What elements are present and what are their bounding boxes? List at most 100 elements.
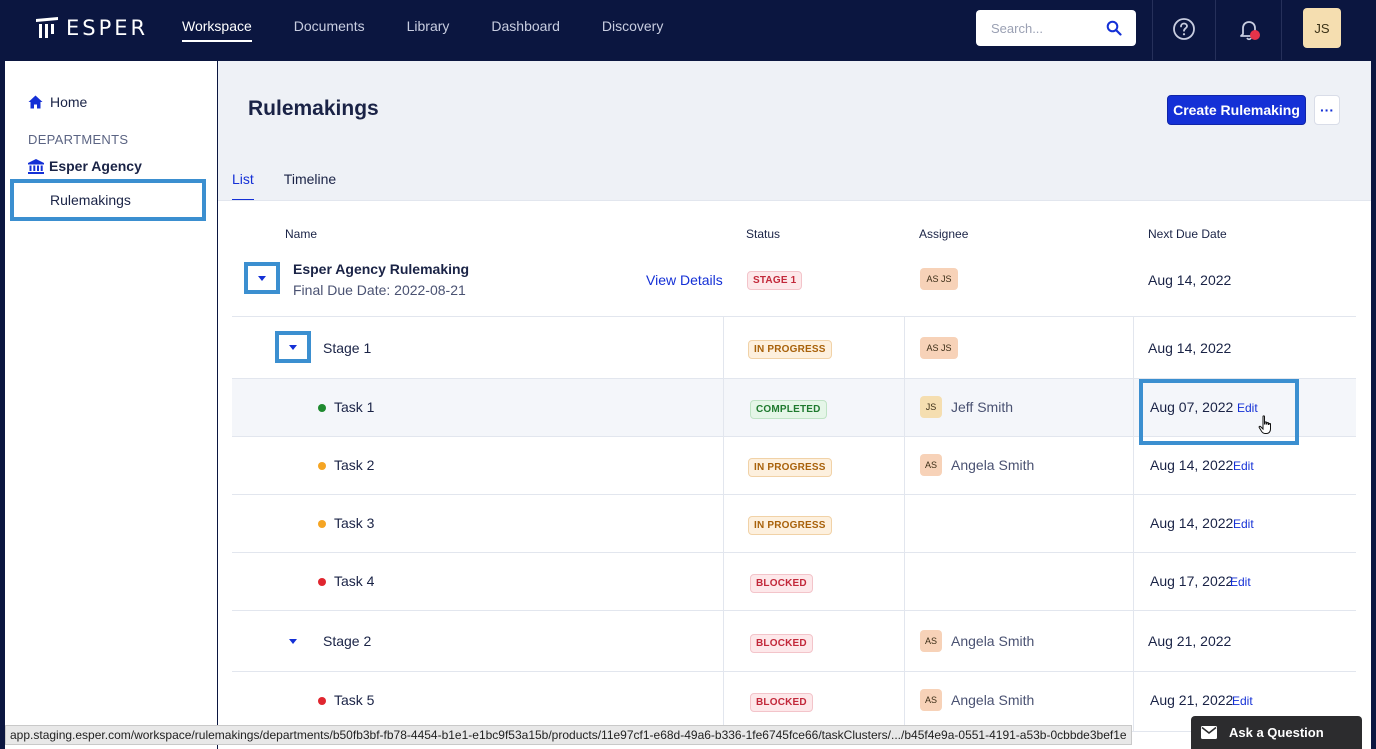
- table-row-task: Task 5 BLOCKED AS Angela Smith Aug 21, 2…: [232, 672, 1356, 732]
- task-name[interactable]: Task 5: [334, 692, 375, 708]
- page-title: Rulemakings: [248, 97, 379, 120]
- column-divider: [723, 437, 724, 494]
- tab-timeline[interactable]: Timeline: [283, 171, 337, 187]
- table-row-task: Task 4 BLOCKED Aug 17, 2022 Edit: [232, 553, 1356, 611]
- rulemaking-name[interactable]: Esper Agency Rulemaking: [293, 261, 470, 277]
- assignee-avatars[interactable]: AS JS: [920, 337, 958, 359]
- status-dot: [318, 697, 326, 705]
- assignee-avatar[interactable]: AS: [920, 454, 942, 476]
- status-badge: COMPLETED: [750, 400, 827, 419]
- chevron-down-icon: [289, 344, 297, 350]
- chevron-down-icon[interactable]: [289, 639, 297, 644]
- nav-library[interactable]: Library: [406, 18, 450, 34]
- scrollbar[interactable]: [1371, 61, 1376, 749]
- ask-question-label: Ask a Question: [1229, 725, 1324, 740]
- edit-due-date-link[interactable]: Edit: [1232, 694, 1253, 708]
- column-divider: [723, 317, 724, 378]
- column-divider: [904, 611, 905, 671]
- final-due-date: Final Due Date: 2022-08-21: [293, 282, 466, 298]
- edit-due-date-link[interactable]: Edit: [1230, 575, 1251, 589]
- nav-divider: [1215, 0, 1216, 60]
- column-divider: [904, 672, 905, 731]
- status-dot: [318, 462, 326, 470]
- task-name[interactable]: Task 4: [334, 573, 375, 589]
- highlight-box: [1139, 379, 1299, 445]
- task-name[interactable]: Task 2: [334, 457, 375, 473]
- stage-name[interactable]: Stage 1: [323, 340, 372, 356]
- assignee-name: Jeff Smith: [951, 399, 1013, 415]
- sidebar-item-home[interactable]: Home: [28, 94, 87, 110]
- next-due-date: Aug 21, 2022: [1150, 692, 1234, 708]
- search-input[interactable]: [991, 20, 1101, 36]
- view-details-link[interactable]: View Details: [646, 272, 723, 288]
- edit-due-date-link[interactable]: Edit: [1233, 517, 1254, 531]
- bank-icon: [28, 158, 44, 174]
- column-divider: [1133, 495, 1134, 552]
- status-badge: BLOCKED: [750, 693, 813, 712]
- rulemakings-table: Name Status Assignee Next Due Date Esper…: [218, 200, 1371, 749]
- tab-list[interactable]: List: [232, 171, 254, 201]
- table-row-stage: Stage 2 BLOCKED AS Angela Smith Aug 21, …: [232, 611, 1356, 672]
- column-divider: [904, 553, 905, 610]
- esper-logo-icon: [36, 17, 58, 38]
- top-navbar: ESPER Workspace Documents Library Dashbo…: [0, 0, 1376, 60]
- assignee-name: Angela Smith: [951, 692, 1035, 708]
- next-due-date: Aug 14, 2022: [1148, 340, 1232, 356]
- notification-dot: [1250, 30, 1260, 40]
- bell-icon[interactable]: [1237, 17, 1261, 41]
- envelope-icon: [1201, 726, 1217, 739]
- sidebar-item-label: Rulemakings: [50, 192, 131, 208]
- stage-name[interactable]: Stage 2: [323, 633, 372, 649]
- table-row-stage: Stage 1 IN PROGRESS AS JS Aug 14, 2022: [232, 317, 1356, 379]
- status-badge: IN PROGRESS: [748, 516, 832, 535]
- edit-due-date-link[interactable]: Edit: [1233, 459, 1254, 473]
- user-avatar[interactable]: JS: [1303, 8, 1341, 48]
- nav-divider: [1152, 0, 1153, 60]
- esper-logo[interactable]: ESPER: [34, 15, 148, 41]
- column-divider: [723, 495, 724, 552]
- nav-workspace[interactable]: Workspace: [182, 18, 252, 42]
- expand-toggle[interactable]: [244, 262, 280, 294]
- search-box[interactable]: [976, 10, 1136, 46]
- assignee-avatar[interactable]: AS: [920, 630, 942, 652]
- search-icon[interactable]: [1106, 20, 1122, 36]
- hand-cursor-icon: [1258, 415, 1271, 434]
- edit-due-date-link[interactable]: Edit: [1237, 401, 1258, 415]
- column-divider: [1133, 611, 1134, 671]
- task-name[interactable]: Task 1: [334, 399, 375, 415]
- status-dot: [318, 520, 326, 528]
- assignee-avatar[interactable]: AS: [920, 689, 942, 711]
- sidebar-item-rulemakings[interactable]: Rulemakings: [10, 179, 206, 221]
- sidebar-item-label: Esper Agency: [49, 158, 142, 174]
- home-icon: [28, 95, 43, 109]
- column-divider: [904, 495, 905, 552]
- sidebar: Home DEPARTMENTS Esper Agency Rulemaking…: [5, 61, 217, 749]
- column-divider: [1133, 672, 1134, 731]
- create-rulemaking-button[interactable]: Create Rulemaking: [1167, 95, 1306, 125]
- more-options-button[interactable]: ···: [1314, 95, 1340, 125]
- chevron-down-icon: [258, 275, 266, 281]
- column-divider: [1133, 437, 1134, 494]
- column-header-name[interactable]: Name: [285, 227, 318, 241]
- assignee-avatar[interactable]: JS: [920, 396, 942, 418]
- column-header-due-date[interactable]: Next Due Date: [1148, 227, 1227, 241]
- expand-toggle[interactable]: [275, 331, 311, 363]
- nav-discovery[interactable]: Discovery: [601, 18, 664, 34]
- column-divider: [1133, 317, 1134, 378]
- nav-dashboard[interactable]: Dashboard: [491, 18, 560, 34]
- ask-question-button[interactable]: Ask a Question: [1191, 716, 1362, 749]
- next-due-date: Aug 14, 2022: [1148, 272, 1232, 288]
- sidebar-section-heading: DEPARTMENTS: [28, 132, 129, 147]
- column-divider: [904, 437, 905, 494]
- help-icon[interactable]: [1172, 17, 1196, 41]
- column-header-assignee[interactable]: Assignee: [919, 227, 969, 241]
- main-content: Rulemakings Create Rulemaking ··· List T…: [218, 61, 1371, 749]
- column-header-status[interactable]: Status: [746, 227, 781, 241]
- table-row-task: Task 1 COMPLETED JS Jeff Smith Aug 07, 2…: [232, 379, 1356, 445]
- nav-documents[interactable]: Documents: [293, 18, 365, 34]
- assignee-avatars[interactable]: AS JS: [920, 268, 958, 290]
- sidebar-item-agency[interactable]: Esper Agency: [28, 158, 142, 174]
- main-nav: Workspace Documents Library Dashboard Di…: [182, 18, 705, 42]
- next-due-date: Aug 14, 2022: [1150, 457, 1234, 473]
- task-name[interactable]: Task 3: [334, 515, 375, 531]
